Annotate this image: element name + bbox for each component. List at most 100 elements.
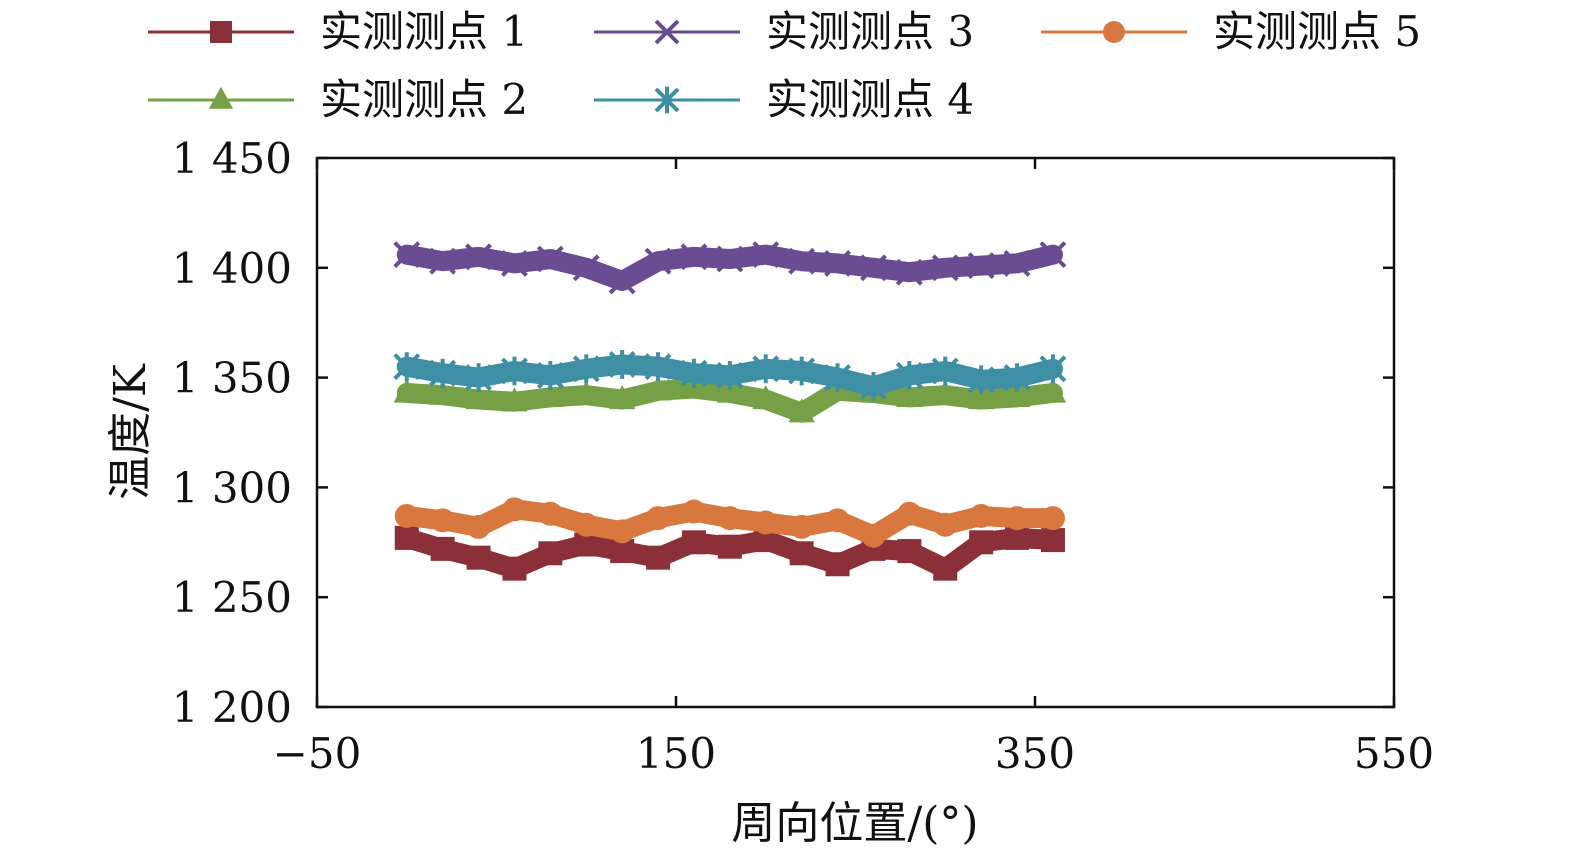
data-point xyxy=(931,356,959,386)
y-axis: 1 200 1 250 1 300 1 350 1 400 1 450 xyxy=(172,134,1394,732)
data-point xyxy=(574,512,599,537)
data-point xyxy=(502,497,527,522)
data-point xyxy=(789,541,814,566)
data-point xyxy=(717,534,742,559)
data-point xyxy=(393,352,421,382)
data-point xyxy=(1003,382,1031,407)
data-point xyxy=(788,356,816,386)
legend-label: 实测测点 2 xyxy=(320,75,528,124)
data-point xyxy=(680,243,708,271)
data-point xyxy=(538,501,563,526)
series-2 xyxy=(393,374,1067,423)
data-point xyxy=(430,536,455,561)
data-point xyxy=(825,508,850,533)
legend-item-2: 实测测点 2 xyxy=(148,75,528,124)
legend-marker xyxy=(654,19,680,45)
data-point xyxy=(429,247,457,275)
legend-label: 实测测点 5 xyxy=(1213,7,1421,56)
data-point xyxy=(681,530,706,555)
data-point xyxy=(465,385,492,410)
series-3 xyxy=(393,241,1067,295)
data-point xyxy=(897,539,922,564)
data-point xyxy=(788,398,815,423)
legend-marker xyxy=(1103,21,1125,43)
series-1 xyxy=(394,525,1065,581)
data-point xyxy=(1040,506,1065,531)
data-point xyxy=(1005,506,1030,531)
data-point xyxy=(895,361,923,390)
data-point xyxy=(789,514,814,539)
series-4 xyxy=(393,350,1067,401)
legend-label: 实测测点 4 xyxy=(766,75,974,124)
data-point xyxy=(825,552,850,577)
x-axis-label: 周向位置/(°) xyxy=(731,798,978,849)
data-point xyxy=(429,380,456,405)
data-point xyxy=(646,545,671,570)
data-point xyxy=(896,382,923,407)
data-point xyxy=(860,254,887,282)
data-point xyxy=(716,245,744,273)
data-point xyxy=(1003,363,1031,392)
x-tick-label: 350 xyxy=(995,729,1075,778)
data-point xyxy=(752,241,780,269)
data-point xyxy=(394,503,419,528)
data-point xyxy=(717,506,742,531)
data-point xyxy=(646,506,671,531)
x-tick-label: 150 xyxy=(636,729,716,778)
data-point xyxy=(536,245,564,273)
data-point xyxy=(897,501,922,526)
data-point xyxy=(393,378,420,403)
data-point xyxy=(824,249,851,277)
data-point xyxy=(502,556,527,581)
data-point xyxy=(931,254,959,282)
legend-marker xyxy=(208,86,234,109)
legend-item-1: 实测测点 1 xyxy=(148,7,528,56)
data-point xyxy=(1039,378,1067,403)
data-point xyxy=(394,525,419,550)
data-point xyxy=(932,380,959,405)
data-point xyxy=(465,243,492,271)
data-point xyxy=(967,252,995,280)
data-point xyxy=(752,385,779,410)
data-point xyxy=(753,510,778,535)
x-tick-label: −50 xyxy=(273,729,362,778)
legend-label: 实测测点 3 xyxy=(766,7,974,56)
data-point xyxy=(1039,354,1067,384)
data-point xyxy=(716,378,744,403)
data-point xyxy=(393,241,421,269)
legend-item-5: 实测测点 5 xyxy=(1041,7,1421,56)
data-point xyxy=(861,523,886,548)
data-point xyxy=(501,356,528,386)
y-tick-label: 1 450 xyxy=(172,134,292,183)
data-point xyxy=(1039,241,1067,269)
y-tick-label: 1 250 xyxy=(172,573,292,622)
data-point xyxy=(466,514,491,539)
data-point xyxy=(429,358,457,388)
data-point xyxy=(824,363,851,392)
legend-item-4: 实测测点 4 xyxy=(594,75,974,124)
data-point xyxy=(610,519,635,544)
series-layer xyxy=(393,241,1067,581)
data-point xyxy=(680,358,708,388)
data-point xyxy=(1040,528,1065,553)
x-axis: −50 150 350 550 xyxy=(273,158,1434,778)
data-point xyxy=(538,541,563,566)
legend-marker xyxy=(654,86,680,114)
data-point xyxy=(644,376,672,401)
legend: 实测测点 1 实测测点 2 实测测点 3 实测测点 4 实测测点 5 xyxy=(148,7,1421,124)
data-point xyxy=(501,387,528,412)
data-point xyxy=(716,361,744,390)
data-point xyxy=(536,361,564,390)
data-point xyxy=(933,512,958,537)
data-point xyxy=(608,267,636,295)
data-point xyxy=(967,385,995,410)
data-point xyxy=(1003,249,1031,277)
data-point xyxy=(501,249,528,277)
series-5 xyxy=(394,497,1065,548)
y-tick-label: 1 300 xyxy=(172,463,292,512)
y-tick-label: 1 400 xyxy=(172,244,292,293)
data-point xyxy=(572,254,600,282)
data-point xyxy=(644,247,672,275)
data-point xyxy=(933,556,958,581)
